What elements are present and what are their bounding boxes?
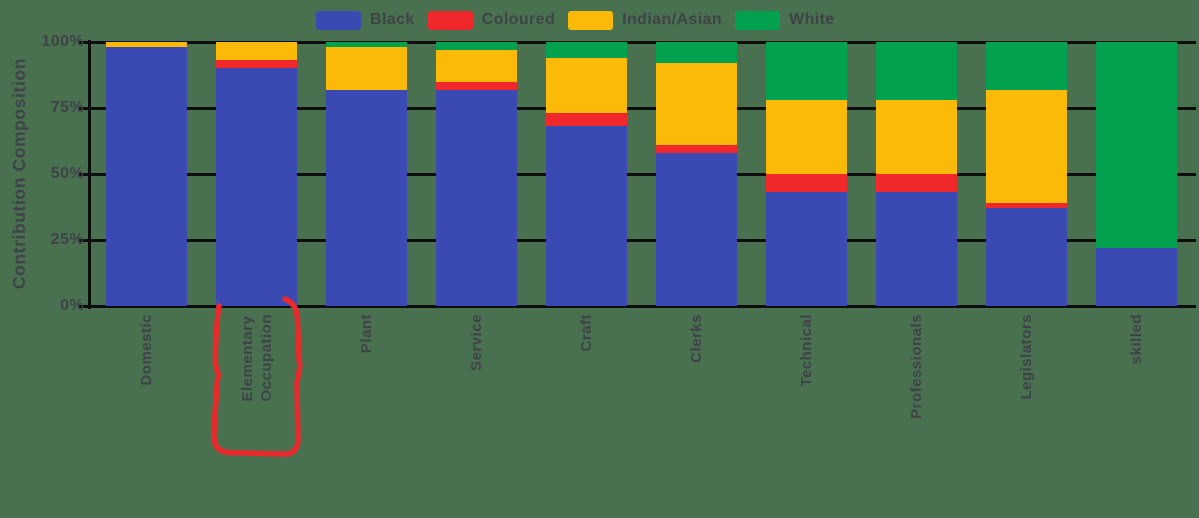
bar-legislators-indian-asian: [986, 89, 1067, 204]
legend-label: Indian/Asian: [622, 11, 723, 28]
legend-item-coloured: Coloured: [427, 10, 556, 30]
x-label-text: Elementary Occupation: [238, 314, 275, 402]
bar-clerks-black: [656, 152, 737, 306]
bar-professionals-black: [876, 192, 957, 306]
legend-label: Coloured: [481, 11, 556, 28]
x-label-elementary-occupation: Elementary Occupation: [217, 314, 297, 402]
bar-skilled-white: [1096, 42, 1177, 248]
x-label-skilled: skilled: [1097, 314, 1177, 364]
x-label-text: Professionals: [908, 314, 925, 419]
bar-elementary-occupation-indian-asian: [216, 42, 297, 61]
bar-professionals-indian-asian: [876, 100, 957, 174]
bar-skilled-black: [1096, 247, 1177, 306]
bar-domestic-black: [106, 47, 187, 306]
legend-swatch-white: [735, 10, 781, 30]
bar-service-black: [436, 89, 517, 306]
bar-technical-coloured: [766, 174, 847, 193]
y-tick-label: 0%: [60, 297, 84, 314]
legend-item-indian-asian: Indian/Asian: [568, 10, 723, 30]
bar-service-white: [436, 42, 517, 50]
bar-legislators-white: [986, 42, 1067, 90]
bar-craft-coloured: [546, 113, 627, 127]
bar-domestic-indian-asian: [106, 42, 187, 48]
y-tick-label: 50%: [50, 165, 84, 182]
gridline-25%: [91, 238, 1196, 242]
legend-item-white: White: [735, 10, 835, 30]
bar-plant-white: [326, 42, 407, 48]
y-tick-label: 100%: [41, 33, 84, 50]
bar-professionals-white: [876, 42, 957, 101]
legend-label: White: [789, 11, 835, 28]
y-axis-line: [88, 40, 91, 309]
legend-swatch-coloured: [427, 10, 473, 30]
bar-plant-indian-asian: [326, 47, 407, 90]
x-label-text: Plant: [358, 314, 375, 354]
bar-service-coloured: [436, 81, 517, 90]
bar-plant-black: [326, 89, 407, 306]
legend: Black Coloured Indian/Asian White: [316, 9, 835, 31]
gridline-100%: [91, 40, 1196, 44]
bar-technical-black: [766, 192, 847, 306]
x-label-plant: Plant: [327, 314, 407, 353]
x-axis-line: [88, 304, 1196, 308]
bar-service-indian-asian: [436, 49, 517, 82]
bar-professionals-coloured: [876, 174, 957, 193]
x-label-text: Technical: [798, 314, 815, 387]
bar-craft-black: [546, 126, 627, 306]
bar-elementary-occupation-coloured: [216, 60, 297, 69]
bar-clerks-indian-asian: [656, 63, 737, 145]
legend-swatch-indian-asian: [568, 10, 614, 30]
y-tick-0%: [78, 304, 90, 308]
y-tick-50%: [78, 172, 90, 176]
x-label-professionals: Professionals: [877, 314, 957, 419]
x-label-text: Clerks: [688, 314, 705, 363]
x-label-domestic: Domestic: [107, 314, 187, 386]
y-axis-title-text: Contribution Composition: [9, 58, 29, 290]
bar-craft-indian-asian: [546, 57, 627, 114]
x-label-craft: Craft: [547, 314, 627, 352]
y-tick-25%: [78, 238, 90, 242]
bar-clerks-white: [656, 42, 737, 64]
bar-clerks-coloured: [656, 144, 737, 153]
bar-technical-indian-asian: [766, 100, 847, 174]
legend-item-black: Black: [316, 10, 415, 30]
bar-technical-white: [766, 42, 847, 101]
bar-legislators-black: [986, 208, 1067, 306]
y-tick-75%: [78, 106, 90, 110]
x-label-legislators: Legislators: [987, 314, 1067, 400]
bar-craft-white: [546, 42, 627, 58]
gridline-75%: [91, 106, 1196, 110]
legend-label: Black: [370, 11, 415, 28]
y-tick-100%: [78, 40, 90, 44]
x-label-text: skilled: [1128, 314, 1145, 365]
x-label-technical: Technical: [767, 314, 847, 387]
bar-legislators-coloured: [986, 203, 1067, 209]
y-tick-label: 25%: [50, 231, 84, 248]
x-label-clerks: Clerks: [657, 314, 737, 363]
legend-swatch-black: [316, 10, 361, 30]
x-label-text: Legislators: [1018, 314, 1035, 400]
x-label-service: Service: [437, 314, 517, 371]
y-tick-label: 75%: [50, 99, 84, 116]
x-label-text: Domestic: [138, 314, 155, 386]
x-label-text: Craft: [578, 314, 595, 352]
gridline-50%: [91, 172, 1196, 176]
bar-elementary-occupation-black: [216, 68, 297, 306]
x-label-text: Service: [468, 314, 485, 371]
